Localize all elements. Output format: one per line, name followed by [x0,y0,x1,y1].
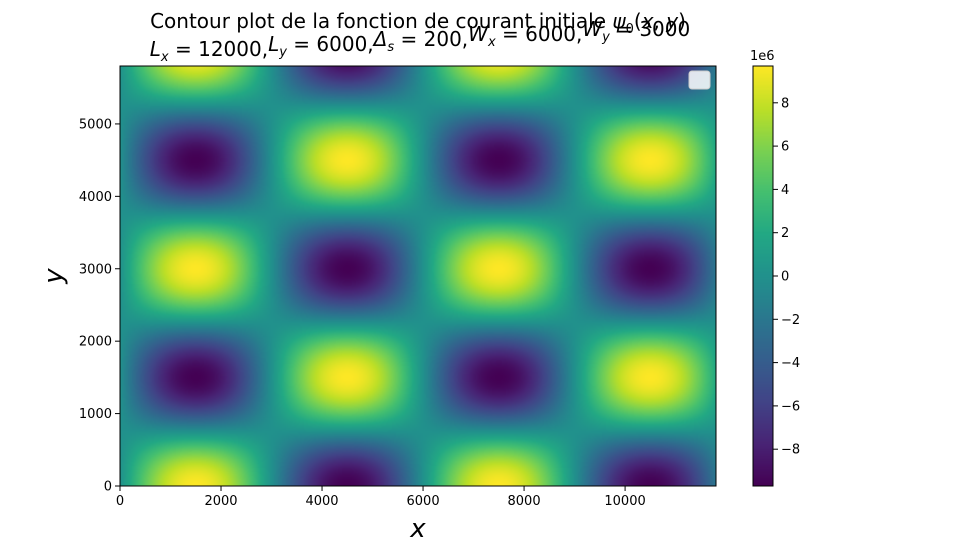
heatmap-raster [120,66,716,486]
title-y: y [665,9,679,33]
title-param-value-2: = 200, [394,27,468,51]
colorbar-offset-label: 1e6 [750,49,775,64]
colorbar-tick-label: −2 [781,313,800,328]
title-param-symbol-2: Δ [372,27,388,51]
colorbar-tick-label: −8 [781,443,800,458]
title-param-value-0: = 12000, [169,37,268,61]
title-line2: Lx = 12000,Ly = 6000,Δs = 200,Wx = 6000,… [150,17,690,65]
plot-frame [119,65,717,487]
title-paren-close: ) [678,9,686,33]
title-param-value-1: = 6000, [287,32,374,56]
x-tick-label: 6000 [407,494,440,509]
title-param-symbol-4: W [582,17,603,41]
legend-box [688,70,711,90]
title-param-subscript-1: y [278,45,287,60]
colorbar-tick-label: 0 [781,270,789,285]
x-axis-label: x [409,514,426,544]
title-param-value-3: = 6000, [496,22,583,46]
x-tick-label: 8000 [508,494,541,509]
x-axis-ticks: 0 2000 4000 6000 8000 10000 [116,486,646,509]
colorbar-tick-label: 8 [781,96,789,111]
y-tick-label: 3000 [79,262,112,277]
y-tick-label: 2000 [79,335,112,350]
y-tick-label: 0 [104,480,112,495]
svg-text:Contour plot de la fonction de: Contour plot de la fonction de courant i… [150,9,686,37]
colorbar-tick-label: −6 [781,399,800,414]
x-tick-label: 0 [116,494,124,509]
x-tick-label: 2000 [204,494,237,509]
title-psi: ψ [612,9,626,33]
title-comma: , [654,9,667,33]
title-paren-open: ( [634,9,642,33]
y-axis-label: y [39,268,69,285]
x-tick-label: 10000 [604,494,645,509]
colorbar-tick-label: 4 [781,183,789,198]
chart-title: Contour plot de la fonction de courant i… [150,9,690,65]
colorbar-tick-label: 2 [781,226,789,241]
title-param-value-4: = 3000 [610,17,690,41]
title-line1-text: Contour plot de la fonction de courant i… [150,9,612,33]
title-param-symbol-1: L [268,32,279,56]
colorbar-ticks: −8 −6 −4 −2 0 2 4 6 8 [773,96,800,458]
y-tick-label: 5000 [79,117,112,132]
title-param-symbol-3: W [468,22,489,46]
colorbar-tick-label: −4 [781,356,800,371]
title-param-subscript-4: y [601,30,610,45]
y-tick-label: 1000 [79,407,112,422]
title-x: x [641,9,654,33]
title-param-symbol-0: L [150,37,161,61]
y-axis-ticks: 0 1000 2000 3000 4000 5000 [79,117,120,495]
colorbar-tick-label: 6 [781,140,789,155]
x-tick-label: 4000 [305,494,338,509]
colorbar-gradient [753,66,773,486]
legend [688,70,711,90]
title-param-subscript-2: s [387,40,394,55]
title-param-subscript-3: x [487,35,496,50]
y-tick-label: 4000 [79,190,112,205]
title-psi-subscript: 0 [626,22,634,37]
title-param-subscript-0: x [160,50,169,65]
